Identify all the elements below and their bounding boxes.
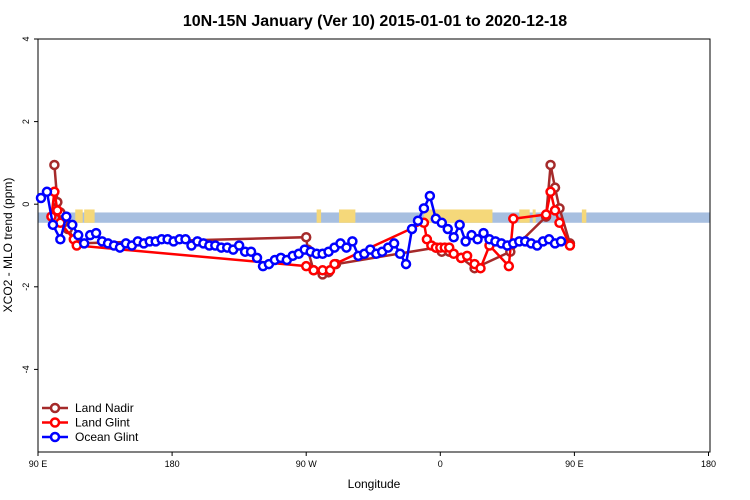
x-axis: 90 E 180 90 W 0 90 E 180: [29, 452, 716, 469]
y-axis: -4 -2 0 2 4: [21, 36, 38, 373]
data-point-land-glint: [52, 205, 63, 216]
data-point-land-glint: [554, 217, 565, 229]
data-point-ocean-glint: [41, 186, 53, 198]
data-point-ocean-glint: [55, 234, 66, 245]
legend-marker-land-nadir: [49, 402, 61, 414]
legend-marker-ocean-glint: [49, 431, 61, 443]
data-point-land-nadir: [49, 159, 60, 171]
data-point-land-glint: [564, 240, 576, 251]
legend-label-ocean-glint: Ocean Glint: [75, 430, 139, 444]
water-band: [38, 212, 710, 223]
y-axis-label: XCO2 - MLO trend (ppm): [1, 178, 15, 313]
data-point-ocean-glint: [61, 211, 72, 222]
y-tick-label: -2: [21, 283, 31, 291]
data-point-ocean-glint: [460, 236, 471, 247]
data-point-land-glint: [329, 258, 340, 270]
x-tick-label: 0: [438, 459, 443, 469]
land-water-band: [38, 209, 710, 223]
data-point-ocean-glint: [388, 238, 400, 249]
data-point-ocean-glint: [555, 236, 567, 247]
land-segment: [581, 209, 587, 223]
land-segment: [84, 209, 95, 223]
data-point-land-glint: [448, 248, 459, 260]
data-point-land-glint: [545, 186, 556, 198]
data-point-land-nadir: [545, 159, 556, 171]
data-point-land-glint: [300, 260, 312, 272]
series-ocean-glint: [35, 186, 567, 272]
y-tick-label: 0: [21, 202, 31, 207]
series-layer: [35, 159, 576, 280]
plot-frame: [37, 38, 711, 453]
data-point-ocean-glint: [442, 223, 453, 235]
x-tick-label: 90 W: [296, 459, 318, 469]
data-point-land-glint: [475, 262, 486, 274]
data-point-ocean-glint: [448, 231, 459, 243]
data-point-ocean-glint: [245, 246, 257, 257]
data-point-land-glint: [508, 213, 519, 224]
x-tick-label: 90 E: [29, 459, 48, 469]
data-point-land-glint: [549, 205, 561, 216]
data-point-land-glint: [461, 250, 473, 262]
chart-title: 10N-15N January (Ver 10) 2015-01-01 to 2…: [183, 13, 567, 30]
data-point-ocean-glint: [454, 219, 465, 231]
land-segment: [75, 209, 83, 223]
data-point-ocean-glint: [472, 234, 483, 245]
y-tick-label: 4: [21, 36, 31, 41]
legend-marker-land-glint: [49, 417, 61, 428]
data-point-ocean-glint: [412, 215, 424, 226]
data-point-ocean-glint: [424, 190, 436, 202]
data-point-land-nadir: [300, 231, 312, 243]
data-point-ocean-glint: [72, 229, 84, 241]
data-point-ocean-glint: [406, 223, 418, 235]
data-point-ocean-glint: [180, 234, 191, 245]
data-point-land-glint: [503, 260, 515, 272]
data-point-ocean-glint: [341, 242, 352, 253]
x-tick-label: 180: [701, 459, 716, 469]
data-point-land-glint: [540, 209, 552, 220]
data-point-land-glint: [308, 265, 319, 276]
y-tick-label: 2: [21, 119, 31, 124]
data-point-ocean-glint: [394, 248, 406, 260]
data-point-ocean-glint: [347, 236, 358, 247]
data-point-ocean-glint: [418, 203, 430, 214]
data-point-ocean-glint: [47, 219, 59, 231]
legend-label-land-glint: Land Glint: [75, 416, 130, 430]
data-point-ocean-glint: [35, 192, 47, 204]
data-point-ocean-glint: [233, 240, 245, 251]
data-point-ocean-glint: [67, 219, 78, 231]
x-tick-label: 90 E: [565, 459, 584, 469]
legend-label-land-nadir: Land Nadir: [75, 401, 134, 415]
data-point-ocean-glint: [251, 252, 263, 264]
x-axis-label: Longitude: [348, 477, 401, 491]
data-point-ocean-glint: [400, 258, 412, 270]
y-tick-label: -4: [21, 365, 31, 373]
data-point-ocean-glint: [78, 238, 90, 249]
data-point-ocean-glint: [90, 227, 102, 239]
data-point-ocean-glint: [436, 217, 448, 229]
data-point-ocean-glint: [478, 227, 489, 239]
land-segment: [338, 209, 356, 223]
land-segment: [316, 209, 322, 223]
x-tick-label: 180: [165, 459, 180, 469]
